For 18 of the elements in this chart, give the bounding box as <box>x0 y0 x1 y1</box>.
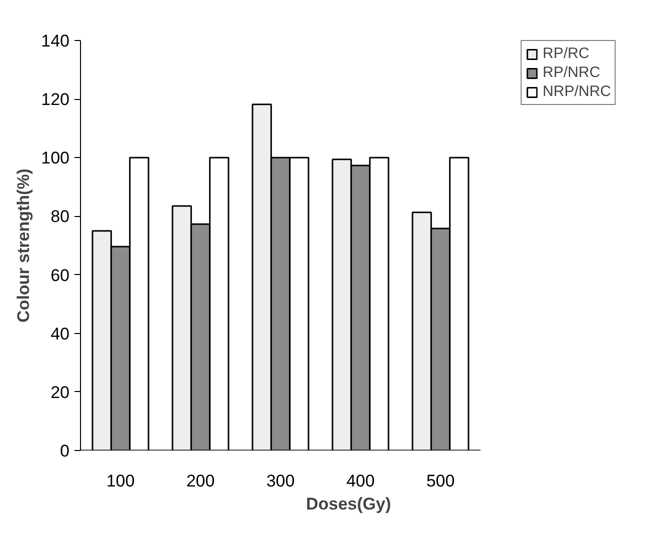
y-tick-label: 140 <box>41 32 70 50</box>
y-tick-label: 40 <box>50 324 70 344</box>
x-tick-label: 100 <box>106 472 135 490</box>
y-tick-label: 80 <box>50 207 70 226</box>
legend-label: RP/NRC <box>542 64 600 81</box>
x-tick-label: 500 <box>426 472 455 490</box>
legend-label: RP/RC <box>542 45 590 62</box>
y-tick-label: 60 <box>50 266 70 285</box>
y-tick-label: 20 <box>50 382 70 402</box>
x-tick-label: 200 <box>186 472 215 490</box>
x-tick-label: 300 <box>266 472 295 490</box>
y-tick-label: 100 <box>41 148 70 168</box>
y-axis-title: Colour strength(%) <box>14 168 34 322</box>
legend-label: NRP/NRC <box>542 83 611 100</box>
x-tick-label: 400 <box>346 472 375 490</box>
y-tick-label: 120 <box>41 90 70 110</box>
y-tick-label: 0 <box>60 442 70 460</box>
x-axis-title: Doses(Gy) <box>306 494 392 514</box>
